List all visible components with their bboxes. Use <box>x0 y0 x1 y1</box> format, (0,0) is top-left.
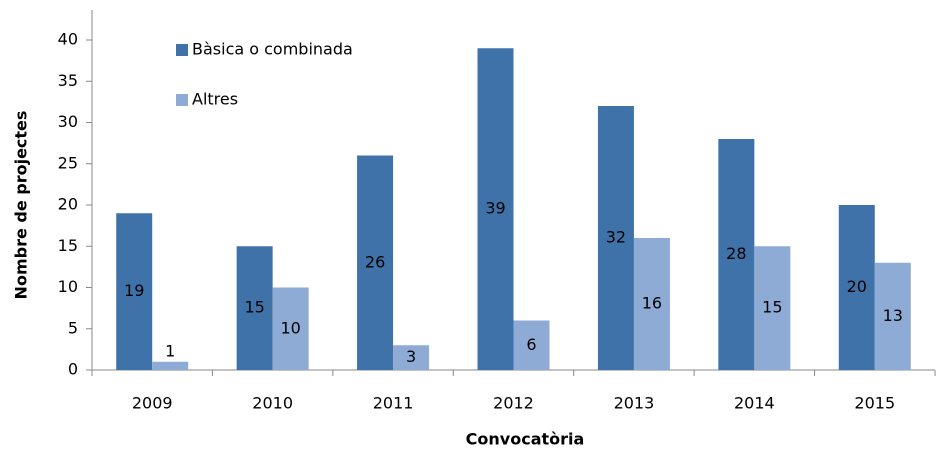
data-label: 20 <box>847 277 867 296</box>
data-label: 28 <box>726 244 746 263</box>
y-tick-label: 25 <box>58 153 78 172</box>
data-label: 16 <box>642 294 662 313</box>
bar <box>357 155 394 370</box>
bar <box>272 287 309 370</box>
legend-label: Bàsica o combinada <box>192 40 353 59</box>
data-label: 6 <box>526 335 536 354</box>
x-tick-label: 2014 <box>734 394 775 413</box>
legend-label: Altres <box>192 90 238 109</box>
legend-swatch <box>176 94 188 106</box>
y-tick-label: 0 <box>68 360 78 379</box>
bar <box>513 320 550 370</box>
x-tick-label: 2015 <box>854 394 895 413</box>
bar <box>754 246 791 370</box>
bar <box>236 246 273 370</box>
data-label: 32 <box>606 228 626 247</box>
y-tick-label: 40 <box>58 30 78 49</box>
bar <box>633 238 670 370</box>
data-label: 10 <box>280 318 300 337</box>
y-tick-label: 35 <box>58 71 78 90</box>
x-tick-label: 2009 <box>132 394 173 413</box>
data-label: 39 <box>485 199 505 218</box>
bar <box>597 106 634 370</box>
bar <box>838 205 875 370</box>
bar <box>152 361 189 370</box>
data-label: 13 <box>883 306 903 325</box>
x-tick-label: 2013 <box>614 394 655 413</box>
bar <box>874 262 911 370</box>
data-label: 19 <box>124 281 144 300</box>
data-label: 1 <box>165 341 175 360</box>
y-tick-label: 5 <box>68 318 78 337</box>
bar <box>393 345 430 370</box>
bar <box>718 139 755 370</box>
data-label: 26 <box>365 252 385 271</box>
x-axis-label: Convocatòria <box>466 430 585 449</box>
x-tick-label: 2011 <box>373 394 414 413</box>
data-label: 15 <box>762 298 782 317</box>
y-tick-label: 15 <box>58 236 78 255</box>
y-tick-label: 20 <box>58 195 78 214</box>
x-tick-label: 2010 <box>252 394 293 413</box>
data-label: 3 <box>406 347 416 366</box>
y-tick-label: 10 <box>58 277 78 296</box>
y-tick-label: 30 <box>58 112 78 131</box>
data-label: 15 <box>244 298 264 317</box>
legend-swatch <box>176 44 188 56</box>
x-tick-label: 2012 <box>493 394 534 413</box>
y-axis-label: Nombre de projectes <box>12 111 31 300</box>
bar <box>116 213 153 370</box>
bar <box>477 48 514 370</box>
